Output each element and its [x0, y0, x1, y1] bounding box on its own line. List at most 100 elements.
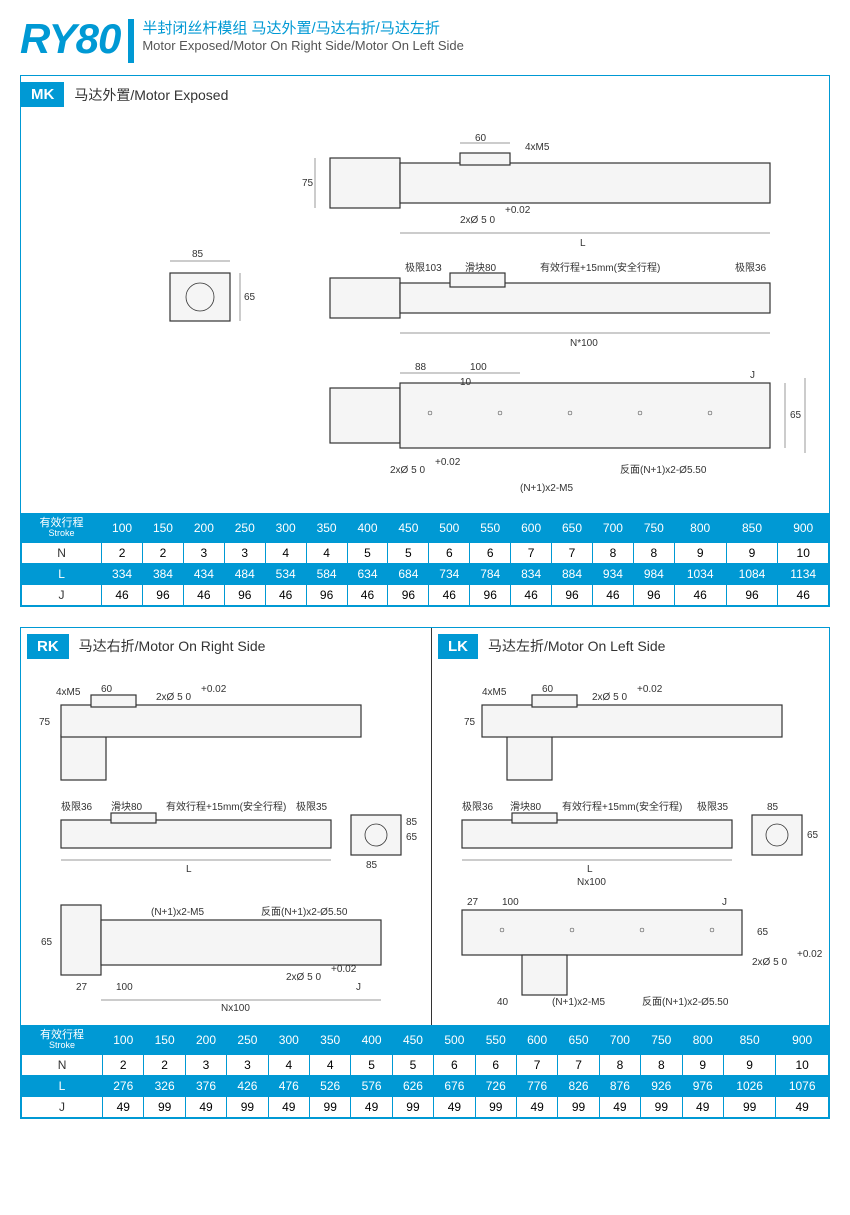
svg-text:滑块80: 滑块80	[465, 262, 497, 274]
svg-text:65: 65	[807, 830, 819, 841]
svg-text:Nx100: Nx100	[221, 1003, 250, 1014]
svg-text:2xØ 5 0: 2xØ 5 0	[592, 692, 627, 703]
table-row: J4696469646964696469646964696469646	[22, 584, 829, 605]
svg-text:有效行程+15mm(安全行程): 有效行程+15mm(安全行程)	[540, 261, 660, 274]
svg-text:Nx100: Nx100	[577, 877, 606, 888]
svg-text:L: L	[186, 864, 192, 875]
svg-text:60: 60	[475, 133, 487, 144]
svg-text:65: 65	[757, 927, 769, 938]
svg-text:+0.02: +0.02	[505, 205, 531, 216]
svg-text:60: 60	[101, 684, 113, 695]
title-mk: 马达外置/Motor Exposed	[74, 85, 228, 105]
svg-text:+0.02: +0.02	[435, 457, 461, 468]
title-lk: 马达左折/Motor On Left Side	[488, 636, 665, 656]
svg-text:滑块80: 滑块80	[510, 801, 542, 813]
svg-text:反面(N+1)x2-Ø5.50: 反面(N+1)x2-Ø5.50	[642, 996, 729, 1008]
section-rk: RK 马达右折/Motor On Right Side 4xM5 60 2xØ …	[21, 628, 432, 1025]
svg-text:100: 100	[502, 897, 519, 908]
table-row: 有效行程Stroke 10015020025030035040045050055…	[22, 514, 829, 543]
svg-text:有效行程+15mm(安全行程): 有效行程+15mm(安全行程)	[166, 800, 286, 813]
svg-text:4xM5: 4xM5	[482, 687, 507, 698]
svg-text:滑块80: 滑块80	[111, 801, 143, 813]
svg-text:+0.02: +0.02	[797, 949, 823, 960]
svg-text:+0.02: +0.02	[331, 964, 357, 975]
svg-text:88: 88	[415, 362, 427, 373]
table-mk: 有效行程Stroke 10015020025030035040045050055…	[21, 513, 829, 606]
table-row: L276326376426476526576626676726776826876…	[22, 1075, 829, 1096]
diagram-lk: 4xM5 60 2xØ 5 0 +0.02 75 极限36 滑块80 有效行程+…	[432, 665, 842, 1025]
svg-text:反面(N+1)x2-Ø5.50: 反面(N+1)x2-Ø5.50	[261, 906, 348, 918]
svg-text:(N+1)x2-M5: (N+1)x2-M5	[520, 483, 574, 494]
svg-text:2xØ 5 0: 2xØ 5 0	[156, 692, 191, 703]
svg-text:(N+1)x2-M5: (N+1)x2-M5	[151, 907, 205, 918]
svg-text:100: 100	[470, 362, 487, 373]
table-row: 有效行程Stroke 10015020025030035040045050055…	[22, 1025, 829, 1054]
panel-rk-lk: RK 马达右折/Motor On Right Side 4xM5 60 2xØ …	[20, 627, 830, 1119]
table-row: N223344556677889910	[22, 542, 829, 563]
svg-text:4xM5: 4xM5	[525, 142, 550, 153]
header-divider	[128, 19, 134, 63]
svg-text:极限35: 极限35	[296, 800, 328, 813]
svg-text:85: 85	[406, 817, 418, 828]
svg-text:极限36: 极限36	[735, 261, 767, 274]
tag-mk: MK	[21, 82, 64, 107]
svg-text:2xØ 5 0: 2xØ 5 0	[460, 215, 495, 226]
svg-text:2xØ 5 0: 2xØ 5 0	[752, 957, 787, 968]
svg-text:+0.02: +0.02	[637, 684, 663, 695]
svg-text:27: 27	[76, 982, 88, 993]
svg-text:(N+1)x2-M5: (N+1)x2-M5	[552, 997, 606, 1008]
table-row: N223344556677889910	[22, 1054, 829, 1075]
svg-text:有效行程+15mm(安全行程): 有效行程+15mm(安全行程)	[562, 800, 682, 813]
tag-lk: LK	[438, 634, 478, 659]
panel-mk: MK 马达外置/Motor Exposed 60 4xM5 75 2xØ 5 0…	[20, 75, 830, 607]
svg-text:85: 85	[192, 249, 204, 260]
section-lk: LK 马达左折/Motor On Left Side 4xM5 60 2xØ 5…	[432, 628, 842, 1025]
svg-text:L: L	[587, 864, 593, 875]
svg-text:65: 65	[41, 937, 53, 948]
svg-text:60: 60	[542, 684, 554, 695]
table-row: L334384434484534584634684734784834884934…	[22, 563, 829, 584]
section-header-lk: LK 马达左折/Motor On Left Side	[432, 628, 842, 665]
svg-text:J: J	[356, 982, 361, 993]
diagram-mk: 60 4xM5 75 2xØ 5 0 +0.02 L 85 65	[21, 113, 829, 513]
svg-text:65: 65	[406, 832, 418, 843]
model-number: RY80	[20, 15, 120, 63]
title-english: Motor Exposed/Motor On Right Side/Motor …	[142, 38, 464, 53]
stroke-header: 有效行程Stroke	[22, 1025, 103, 1054]
stroke-header: 有效行程Stroke	[22, 514, 102, 543]
table-row: J4999499949994999499949994999499949	[22, 1096, 829, 1117]
svg-text:2xØ 5 0: 2xØ 5 0	[286, 972, 321, 983]
svg-text:65: 65	[244, 292, 256, 303]
svg-text:反面(N+1)x2-Ø5.50: 反面(N+1)x2-Ø5.50	[620, 464, 707, 476]
svg-text:75: 75	[39, 717, 51, 728]
svg-text:极限36: 极限36	[462, 800, 494, 813]
svg-text:85: 85	[366, 860, 378, 871]
svg-text:极限35: 极限35	[697, 800, 729, 813]
svg-text:极限36: 极限36	[61, 800, 93, 813]
svg-text:10: 10	[460, 377, 472, 388]
svg-text:J: J	[722, 897, 727, 908]
header-titles: 半封闭丝杆模组 马达外置/马达右折/马达左折 Motor Exposed/Mot…	[142, 15, 464, 53]
svg-text:极限103: 极限103	[405, 261, 442, 274]
svg-text:65: 65	[790, 410, 802, 421]
svg-text:2xØ 5 0: 2xØ 5 0	[390, 465, 425, 476]
svg-text:J: J	[750, 370, 755, 381]
diagram-rk: 4xM5 60 2xØ 5 0 +0.02 75 极限36 滑块80 有效行程+…	[21, 665, 431, 1025]
svg-text:85: 85	[767, 802, 779, 813]
svg-text:75: 75	[464, 717, 476, 728]
page-header: RY80 半封闭丝杆模组 马达外置/马达右折/马达左折 Motor Expose…	[20, 15, 830, 63]
svg-text:40: 40	[497, 997, 509, 1008]
svg-text:N*100: N*100	[570, 338, 598, 349]
svg-text:75: 75	[302, 178, 314, 189]
section-header-mk: MK 马达外置/Motor Exposed	[21, 76, 829, 113]
section-header-rk: RK 马达右折/Motor On Right Side	[21, 628, 431, 665]
svg-text:+0.02: +0.02	[201, 684, 227, 695]
table-rk-lk: 有效行程Stroke 10015020025030035040045050055…	[21, 1025, 829, 1118]
tag-rk: RK	[27, 634, 69, 659]
title-rk: 马达右折/Motor On Right Side	[79, 636, 266, 656]
svg-text:L: L	[580, 238, 586, 249]
svg-text:27: 27	[467, 897, 479, 908]
svg-text:100: 100	[116, 982, 133, 993]
svg-text:4xM5: 4xM5	[56, 687, 81, 698]
title-chinese: 半封闭丝杆模组 马达外置/马达右折/马达左折	[142, 17, 464, 38]
